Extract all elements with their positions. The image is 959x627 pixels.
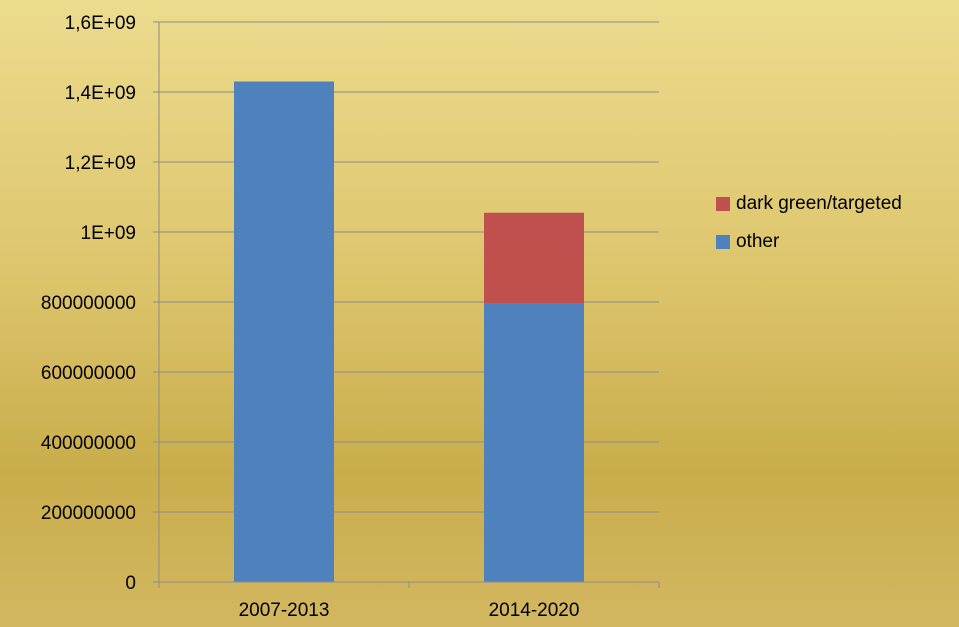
legend-swatch-other: [716, 235, 730, 249]
y-tick-label-1: 200000000: [41, 503, 136, 524]
legend-item-dark-green-targeted: dark green/targeted: [716, 193, 902, 215]
legend-label-other: other: [736, 231, 780, 252]
y-tick-label-8: 1,6E+09: [65, 13, 136, 34]
x-tick-label-2007-2013: 2007-2013: [239, 600, 330, 621]
y-tick-label-5: 1E+09: [81, 223, 136, 244]
legend-swatch-dark-green-targeted: [716, 197, 730, 211]
x-axis-ticks: 2007-2013 2014-2020: [158, 582, 660, 621]
legend: dark green/targeted other: [716, 193, 902, 269]
legend-label-dark-green-targeted: dark green/targeted: [736, 193, 902, 214]
y-tick-label-3: 600000000: [41, 363, 136, 384]
bar-dark-green-targeted-2014-2020: [484, 212, 584, 304]
x-tick-label-2014-2020: 2014-2020: [489, 600, 580, 621]
y-tick-label-0: 0: [125, 573, 136, 594]
y-tick-label-4: 800000000: [41, 293, 136, 314]
bar-other-2007-2013: [234, 81, 334, 582]
y-tick-label-6: 1,2E+09: [65, 153, 136, 174]
bars: [234, 81, 584, 582]
legend-item-other: other: [716, 231, 902, 253]
y-tick-label-7: 1,4E+09: [65, 83, 136, 104]
y-tick-label-2: 400000000: [41, 433, 136, 454]
y-axis-ticks: 0 200000000 400000000 600000000 800000000 1E+…: [41, 13, 159, 594]
bar-other-2014-2020: [484, 303, 584, 582]
